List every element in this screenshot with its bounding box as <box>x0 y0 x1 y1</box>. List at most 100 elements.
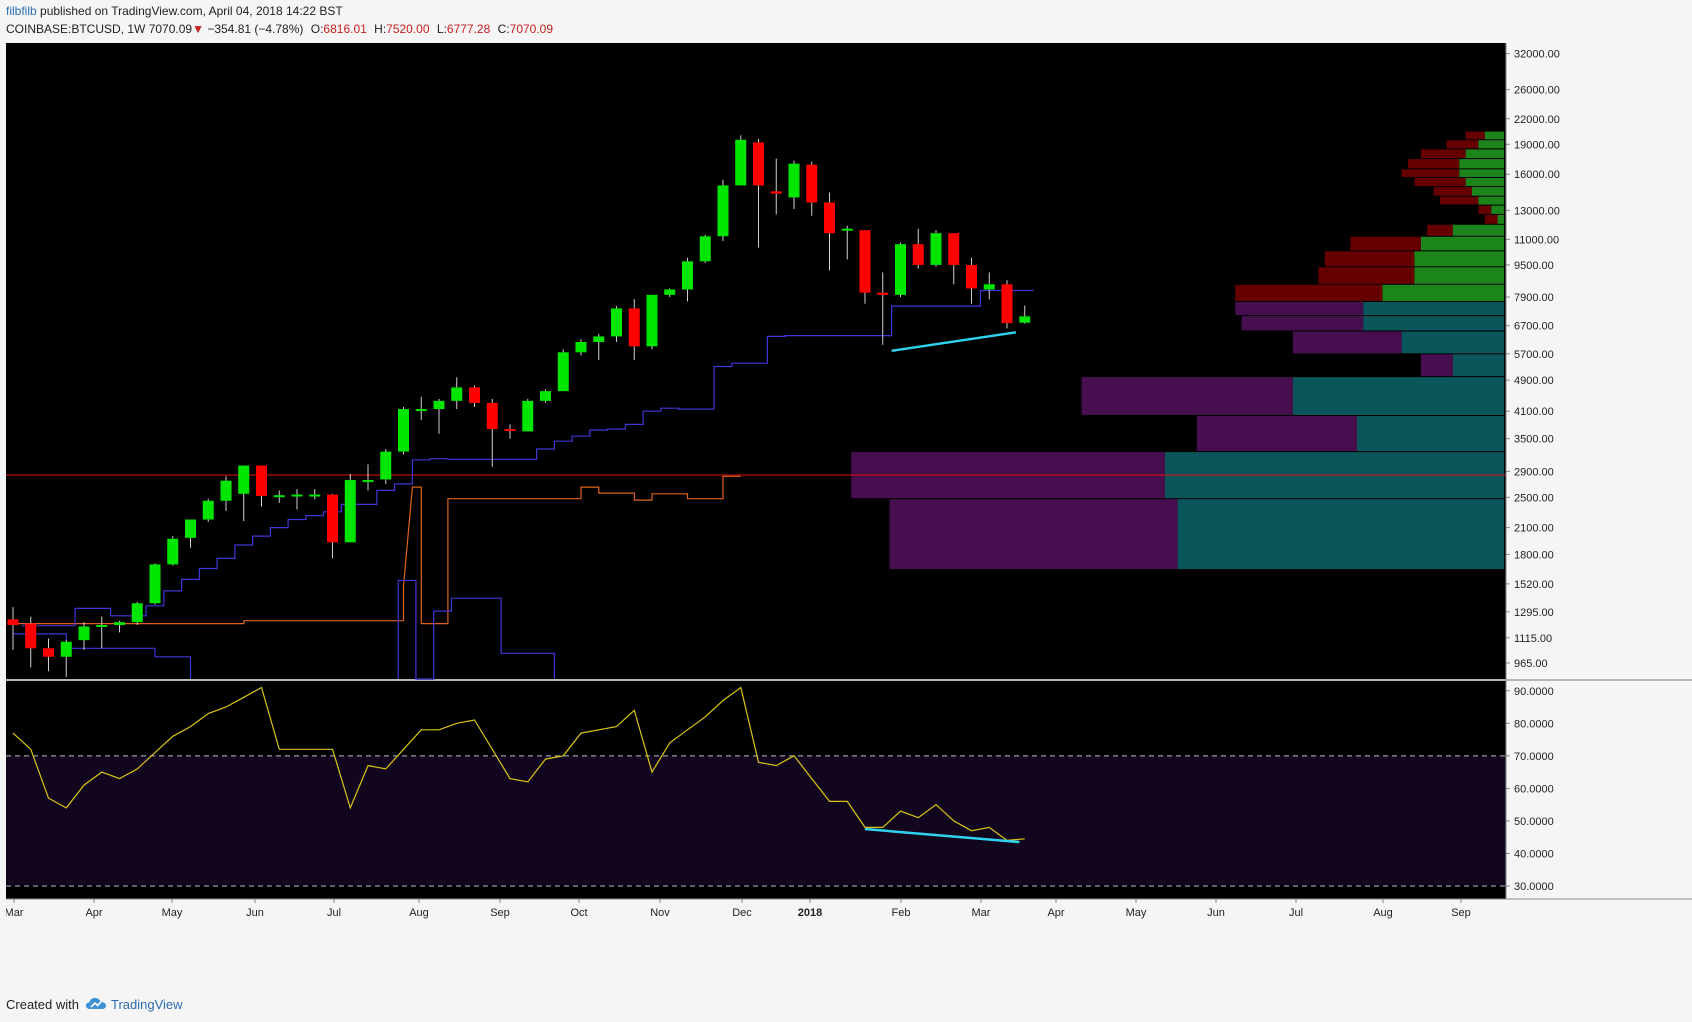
volume-profile-down-bar <box>1241 316 1364 331</box>
candle-body <box>291 494 303 497</box>
time-tick-label: Aug <box>1373 907 1393 919</box>
candle <box>575 339 587 356</box>
price-tick-label: 3500.00 <box>1514 434 1554 446</box>
candle <box>1019 305 1031 324</box>
candle-body <box>540 391 551 401</box>
candle <box>433 398 445 434</box>
volume-profile-up-bar <box>1363 316 1504 331</box>
candle-body <box>238 465 250 494</box>
candle-body <box>309 494 321 497</box>
candle <box>220 476 232 512</box>
lower-band-line-2 <box>397 579 555 680</box>
down-arrow-icon: ▼ <box>192 22 204 36</box>
price-tick-label: 11000.00 <box>1514 234 1559 246</box>
high-label: H: <box>374 22 387 36</box>
candle-body <box>824 202 835 234</box>
volume-profile-down-bar <box>1318 267 1415 284</box>
candle-body <box>273 495 285 498</box>
price-tick-label: 6700.00 <box>1514 321 1554 333</box>
volume-profile-down-bar <box>889 499 1178 570</box>
candle <box>895 242 906 298</box>
price-tick-label: 26000.00 <box>1514 85 1560 97</box>
candle <box>628 299 640 361</box>
time-tick-label: Apr <box>85 907 102 919</box>
candle <box>309 489 321 500</box>
candle <box>273 490 285 503</box>
candle <box>43 638 54 672</box>
author-link[interactable]: filbfilb <box>6 4 37 18</box>
candle-body <box>948 233 960 265</box>
candle <box>912 228 924 269</box>
volume-profile-up-bar <box>1465 149 1504 159</box>
candle <box>486 398 498 467</box>
volume-profile-up-bar <box>1484 131 1504 140</box>
candle-body <box>1001 284 1013 324</box>
volume-profile-up-bar <box>1177 499 1504 570</box>
candle <box>540 389 551 403</box>
volume-profile-down-bar <box>1350 236 1421 251</box>
volume-profile-up-bar <box>1401 331 1504 354</box>
tradingview-link[interactable]: TradingView <box>85 997 183 1012</box>
volume-profile-down-bar <box>1446 140 1479 149</box>
candle-body <box>859 230 871 293</box>
price-tick-label: 2100.00 <box>1514 523 1554 535</box>
candle-body <box>504 429 516 432</box>
candle <box>504 424 516 439</box>
candle <box>841 225 853 260</box>
candle <box>664 288 676 298</box>
rsi-tick-label: 90.0000 <box>1514 686 1554 698</box>
volume-profile-up-bar <box>1452 224 1504 236</box>
volume-profile-down-bar <box>1235 301 1364 316</box>
candle-body <box>557 352 569 392</box>
volume-profile-up-bar <box>1478 196 1504 205</box>
candle-body <box>877 292 889 295</box>
candle-body <box>770 191 782 194</box>
price-change: −354.81 (−4.78%) <box>207 22 304 36</box>
candle-body <box>256 465 267 496</box>
price-tick-label: 1295.00 <box>1514 607 1554 619</box>
price-scale-pane <box>1506 43 1692 899</box>
candle <box>380 448 392 484</box>
volume-profile-up-bar <box>1452 354 1504 377</box>
volume-profile-up-bar <box>1292 377 1504 415</box>
candle <box>344 473 356 543</box>
candle-body <box>220 480 232 501</box>
volume-profile-up-bar <box>1465 177 1504 187</box>
symbol-info: COINBASE:BTCUSD, 1W 7070.09▼ −354.81 (−4… <box>6 22 557 38</box>
low-value: 6777.28 <box>446 22 491 36</box>
candle <box>25 616 37 668</box>
candle <box>167 536 179 566</box>
candle <box>238 465 250 522</box>
candle-body <box>327 494 338 543</box>
price-chart[interactable]: 32000.00 26000.00 22000.00 19000.00 16000.00… <box>6 43 1692 983</box>
open-value: 6816.01 <box>323 22 367 36</box>
candle <box>131 601 143 626</box>
high-value: 7520.00 <box>386 22 430 36</box>
volume-profile-down-bar <box>1196 415 1357 452</box>
price-tick-label: 13000.00 <box>1514 205 1560 217</box>
candle <box>948 233 960 285</box>
time-tick-label: May <box>162 907 183 919</box>
candle <box>362 464 374 491</box>
price-tick-label: 4900.00 <box>1514 375 1554 387</box>
price-tick-label: 19000.00 <box>1514 139 1560 151</box>
volume-profile-down-bar <box>1420 354 1453 377</box>
candle-body <box>451 387 463 401</box>
time-tick-label: May <box>1126 907 1147 919</box>
candle <box>806 161 818 216</box>
time-tick-label: Sep <box>490 907 510 919</box>
candle-body <box>415 409 427 412</box>
rsi-tick-label: 60.0000 <box>1514 783 1554 795</box>
price-tick-label: 5700.00 <box>1514 349 1554 361</box>
volume-profile-up-bar <box>1478 140 1504 149</box>
price-tick-label: 2500.00 <box>1514 492 1554 504</box>
candle <box>96 616 108 649</box>
price-tick-label: 1520.00 <box>1514 579 1554 591</box>
volume-profile-up-bar <box>1472 187 1504 196</box>
candle-body <box>628 308 640 347</box>
rsi-tick-label: 40.0000 <box>1514 848 1554 860</box>
price-pane <box>6 43 1506 679</box>
time-tick-label: Aug <box>409 907 429 919</box>
candle <box>114 620 125 633</box>
orange-step-line <box>13 475 741 625</box>
